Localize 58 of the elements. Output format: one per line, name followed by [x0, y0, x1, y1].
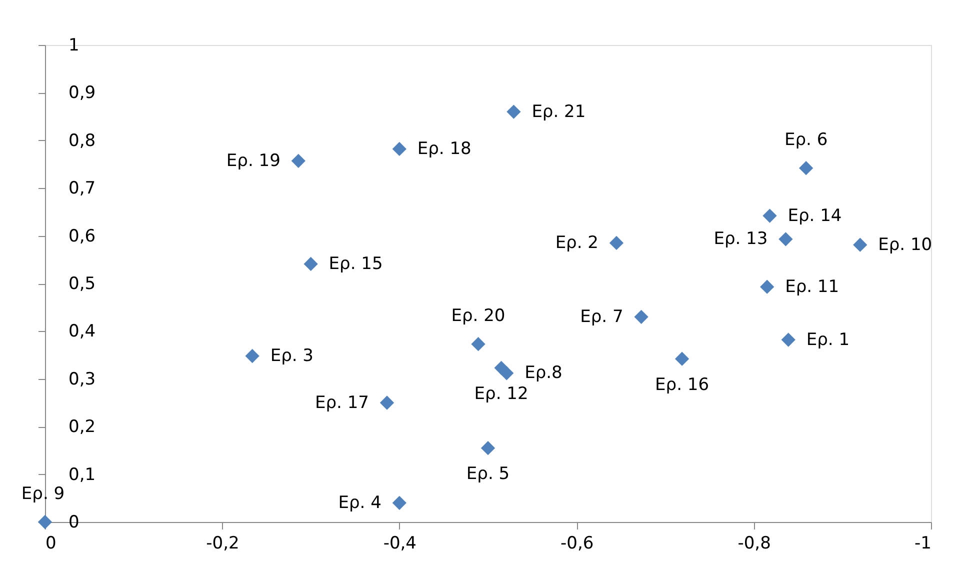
point: [634, 310, 648, 324]
point: [609, 236, 624, 250]
annotation: Ερ. 2: [555, 232, 598, 253]
x-tick-label: -0,8: [738, 534, 771, 554]
annotation: Ερ. 21: [532, 102, 586, 122]
annotation: Ερ. 1: [806, 330, 850, 350]
point: [778, 232, 793, 246]
annotation: Ερ.8: [524, 363, 562, 384]
annotation: Ερ. 16: [655, 374, 710, 395]
point: [674, 352, 690, 366]
point: [392, 142, 406, 156]
y-tick-label: 0,2: [68, 417, 96, 438]
y-tick-label: 0,8: [68, 130, 96, 151]
point: [38, 514, 52, 530]
x-tick-label: -1: [914, 534, 932, 554]
point: [392, 496, 406, 510]
annotation: Ερ. 15: [328, 254, 383, 274]
annotation: Ερ. 20: [451, 306, 506, 326]
annotation: Ερ. 11: [785, 276, 840, 297]
point: [762, 208, 777, 223]
annotation: Ερ. 6: [784, 130, 828, 150]
annotation: Ερ. 12: [474, 384, 528, 404]
y-tick-label: 1: [68, 36, 80, 56]
point: [304, 256, 318, 272]
y-tick-label: 0,3: [68, 369, 96, 390]
point: [245, 348, 260, 364]
y-tick-label: 0,1: [68, 464, 96, 485]
annotation: Ερ. 5: [466, 464, 510, 484]
y-tick-label: 0,9: [68, 83, 96, 104]
y-tick-label: 0,5: [68, 274, 96, 294]
x-tick-label: -0,6: [560, 534, 594, 554]
x-tick-label: -0,4: [383, 534, 416, 554]
y-tick-label: 0,4: [68, 322, 96, 342]
point: [781, 332, 796, 347]
annotation: Ερ. 13: [714, 229, 768, 250]
annotation: Ερ. 10: [878, 234, 932, 255]
annotation: Ερ. 18: [417, 138, 472, 159]
point: [506, 104, 521, 119]
point: [480, 440, 496, 456]
y-tick-label: 0: [68, 512, 80, 532]
annotation: Ερ. 7: [580, 306, 624, 327]
annotation: Ερ. 3: [270, 346, 314, 366]
annotation: Ερ. 19: [226, 150, 280, 171]
point: [471, 337, 486, 352]
y-tick-label: 0,7: [68, 178, 96, 199]
point: [799, 160, 814, 176]
y-tick-label: 0,6: [68, 226, 96, 246]
point: [291, 154, 306, 168]
point: [494, 360, 508, 375]
annotation: Ερ. 4: [338, 492, 382, 513]
point: [380, 396, 394, 410]
x-tick-label: 0: [46, 534, 56, 554]
annotation: Ερ. 14: [788, 206, 842, 226]
x-tick-label: -0,2: [206, 534, 240, 554]
annotation: Ερ. 9: [21, 484, 65, 504]
point: [853, 238, 868, 252]
annotation: Ερ. 17: [315, 392, 369, 413]
point: [760, 280, 774, 294]
